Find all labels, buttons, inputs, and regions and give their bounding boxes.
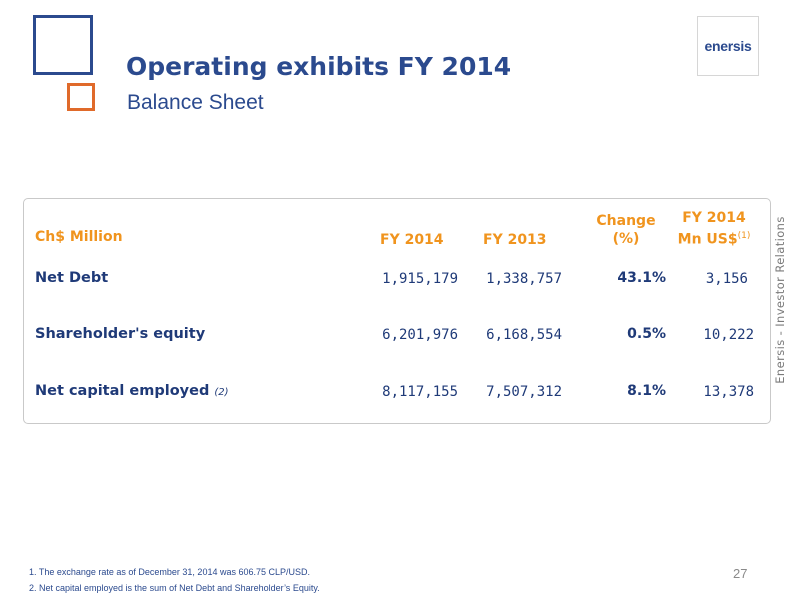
side-caption: Enersis - Investor Relations (773, 216, 787, 384)
column-header-usd-text: Mn US$ (677, 231, 738, 248)
column-header-fy2014: FY 2014 (380, 232, 444, 248)
cell-change: 8.1% (627, 383, 666, 399)
footnote-2: 2. Net capital employed is the sum of Ne… (29, 583, 320, 593)
cell-change: 43.1% (617, 270, 666, 286)
cell-fy2014: 8,117,155 (382, 384, 458, 400)
cell-usd: 10,222 (703, 327, 754, 343)
column-header-change-line1: Change (596, 213, 656, 229)
footnote-1: 1. The exchange rate as of December 31, … (29, 567, 310, 577)
enersis-logo: enersis (697, 16, 759, 76)
column-header-usd-line2: Mn US$(1) (671, 227, 771, 249)
column-header-fy2013: FY 2013 (483, 232, 547, 248)
decorative-square-small (67, 83, 95, 111)
column-header-change: Change (%) (586, 212, 666, 248)
cell-change: 0.5% (627, 326, 666, 342)
column-header-usd: FY 2014 Mn US$(1) (671, 209, 771, 249)
column-header-label: Ch$ Million (35, 229, 123, 245)
row-label-shareholders-equity: Shareholder's equity (35, 326, 206, 342)
logo-text: enersis (704, 38, 752, 54)
row-label-net-capital-employed: Net capital employed (2) (35, 383, 229, 399)
footnote-marker: (1) (737, 231, 751, 241)
footnote-reference: (2) (214, 387, 229, 398)
row-label-text: Net capital employed (35, 383, 210, 399)
cell-usd: 13,378 (703, 384, 754, 400)
decorative-square-large (33, 15, 93, 75)
page-subtitle: Balance Sheet (127, 91, 264, 114)
row-label-net-debt: Net Debt (35, 270, 109, 286)
cell-fy2013: 1,338,757 (486, 271, 562, 287)
cell-usd: 3,156 (705, 271, 748, 287)
page-title: Operating exhibits FY 2014 (126, 52, 512, 81)
cell-fy2013: 7,507,312 (486, 384, 562, 400)
column-header-usd-line1: FY 2014 (682, 210, 746, 226)
page-number: 27 (733, 566, 748, 581)
cell-fy2014: 6,201,976 (382, 327, 458, 343)
cell-fy2013: 6,168,554 (486, 327, 562, 343)
cell-fy2014: 1,915,179 (382, 271, 458, 287)
balance-sheet-table (23, 198, 771, 424)
column-header-change-line2: (%) (612, 231, 640, 247)
